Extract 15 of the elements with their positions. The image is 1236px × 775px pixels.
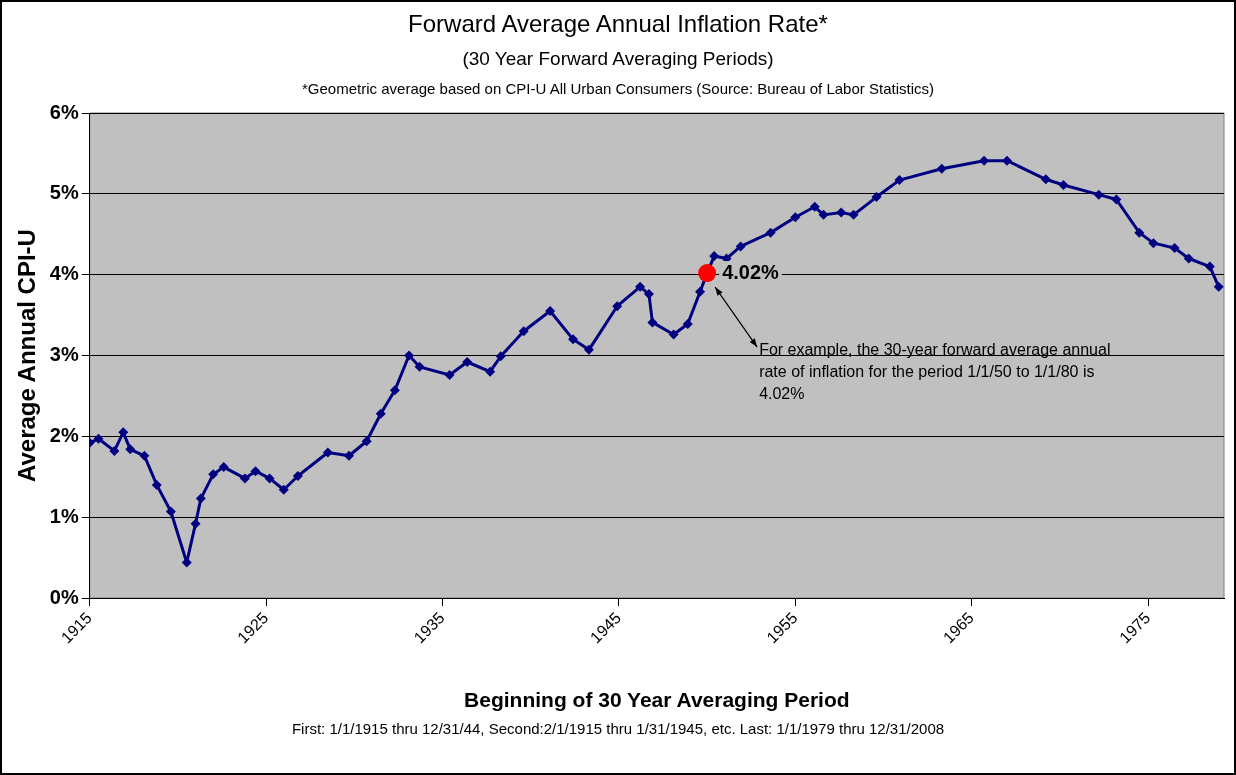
y-tick-label: 1% <box>49 504 79 527</box>
y-tick-label: 2% <box>49 423 79 446</box>
annotation: For example, the 30-year forward average annual rate of inflation for the period 1/1/50 to 1/1/80 is 4.02% <box>759 341 1111 403</box>
y-axis-title: Average Annual CPI-U <box>13 229 41 482</box>
y-tick-label: 5% <box>49 181 79 204</box>
y-tick-label: 0% <box>49 585 79 608</box>
chart-subtitle: (30 Year Forward Averaging Periods) <box>461 48 775 70</box>
y-tick-label: 3% <box>49 343 79 366</box>
text: *Geometric average based on CPI-U All Urban Consumers (Source: Bureau of Labor Statistics) <box>301 80 935 97</box>
x-axis-title: Beginning of 30 Year Averaging Period <box>464 688 850 712</box>
data-label: 4.02% <box>722 260 780 283</box>
y-tick-label: 4% <box>49 262 79 285</box>
y-tick-label: 6% <box>49 100 79 123</box>
chart-title: Forward Average Annual Inflation Rate* <box>407 10 829 38</box>
text: First: 1/1/1915 thru 12/31/44, Second:2/1/1915 thru 1/31/1945, etc. Last: 1/1/1979 thru 12/31/2008 <box>290 720 946 737</box>
